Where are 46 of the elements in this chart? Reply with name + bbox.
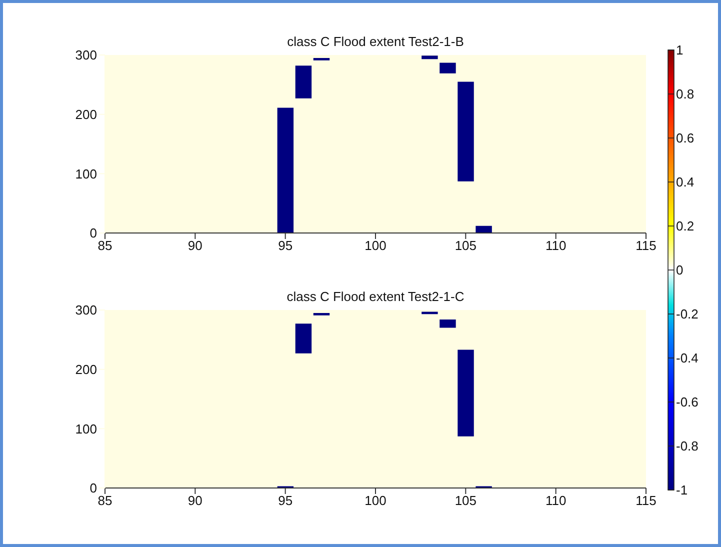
bar xyxy=(440,319,456,328)
color-bar-label: 0.4 xyxy=(676,174,694,190)
color-bar-label: 0.2 xyxy=(676,218,694,234)
y-tick-label: 300 xyxy=(75,302,97,318)
y-tick-label: 100 xyxy=(75,421,97,436)
color-bar-label: -0.4 xyxy=(676,350,698,366)
y-tick-label: 300 xyxy=(75,48,97,63)
x-tick-label: 100 xyxy=(364,238,386,254)
color-bar-label: -0.2 xyxy=(676,306,698,322)
chart-title: class C Flood extent Test2-1-B xyxy=(286,34,465,49)
y-tick-label: 100 xyxy=(75,166,97,182)
bar xyxy=(313,58,330,60)
x-tick-label: 95 xyxy=(278,493,293,508)
bar xyxy=(440,62,456,74)
color-bar-label: 0.8 xyxy=(676,86,694,102)
x-tick-label: 115 xyxy=(636,238,656,254)
color-bar-label: -0.8 xyxy=(676,438,698,454)
color-bar-label: -1 xyxy=(676,482,688,498)
x-tick-label: 95 xyxy=(278,238,293,254)
bar xyxy=(295,324,312,354)
bar xyxy=(458,82,474,182)
bar xyxy=(277,108,294,233)
color-bar-label: 1 xyxy=(676,42,684,58)
x-tick-label: 105 xyxy=(454,493,477,508)
y-tick-label: 200 xyxy=(75,106,97,122)
x-tick-label: 85 xyxy=(98,238,112,254)
x-tick-label: 105 xyxy=(454,238,477,254)
bar xyxy=(476,226,492,233)
x-tick-label: 110 xyxy=(545,493,566,508)
y-tick-label: 0 xyxy=(90,480,97,496)
bar xyxy=(458,350,474,436)
x-tick-label: 90 xyxy=(188,493,202,508)
color-bar-label: 0 xyxy=(676,262,684,278)
color-bar-label: -0.6 xyxy=(676,394,698,410)
x-tick-label: 110 xyxy=(545,238,566,254)
x-tick-label: 115 xyxy=(636,493,656,508)
bar xyxy=(295,66,312,98)
x-tick-label: 85 xyxy=(98,493,112,508)
bar xyxy=(422,56,438,60)
y-tick-label: 200 xyxy=(75,362,97,377)
chart-title: class C Flood extent Test2-1-C xyxy=(286,289,466,304)
bar xyxy=(313,312,330,316)
x-tick-label: 100 xyxy=(364,493,386,508)
color-bar-label: 0.6 xyxy=(676,130,694,146)
y-tick-label: 0 xyxy=(90,226,97,241)
x-tick-label: 90 xyxy=(188,238,202,254)
